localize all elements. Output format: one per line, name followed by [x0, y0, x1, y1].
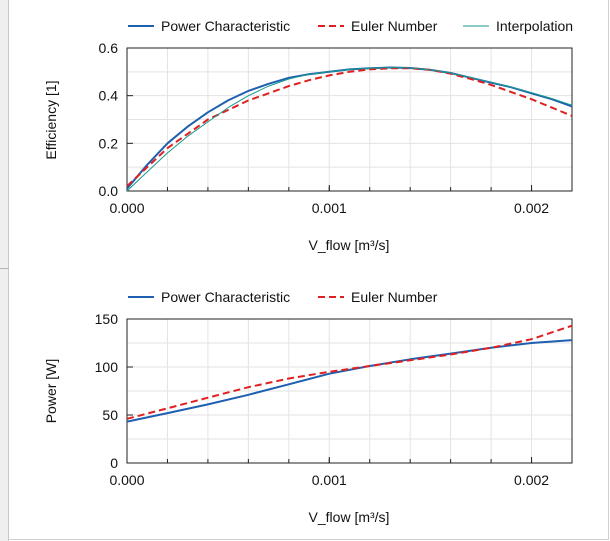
efficiency-y-tick-label: 0.4 [99, 88, 119, 104]
efficiency-x-tick-label: 0.002 [514, 200, 549, 216]
efficiency-x-tick-label: 0.001 [312, 200, 347, 216]
power-y-tick-label: 0 [110, 455, 118, 471]
power-x-tick-label: 0.002 [514, 472, 549, 488]
power-x-tick-label: 0.001 [312, 472, 347, 488]
efficiency-plot-frame [126, 47, 573, 192]
efficiency-legend-item-euler-number: Euler Number [318, 18, 438, 34]
efficiency-chart: 0.000 0.001 0.002 0.0 0.2 0.4 0.6 Power Charac… [43, 18, 573, 253]
efficiency-x-axis-label: V_flow [m³/s] [309, 237, 390, 253]
power-x-axis-label: V_flow [m³/s] [309, 509, 390, 525]
power-y-tick-label: 50 [102, 407, 118, 423]
power-legend-item-power-characteristic: Power Characteristic [128, 289, 290, 305]
power-plot-frame [126, 318, 573, 464]
power-chart: 0.000 0.001 0.002 0 50 100 150 Power Character… [43, 289, 573, 525]
efficiency-legend-item-interpolation: Interpolation [463, 18, 573, 34]
power-x-tick-label: 0.000 [109, 472, 144, 488]
power-y-axis-label: Power [W] [43, 359, 59, 424]
panel-splitter[interactable] [0, 268, 9, 269]
efficiency-y-tick-label: 0.0 [99, 183, 119, 199]
power-y-tick-label: 100 [95, 359, 119, 375]
efficiency-series [126, 66, 573, 192]
efficiency-x-tick-label: 0.000 [109, 200, 144, 216]
efficiency-grid [127, 48, 572, 191]
power-ticks: 0.000 0.001 0.002 0 50 100 150 [95, 311, 550, 488]
efficiency-legend-label: Euler Number [351, 18, 438, 34]
power-legend: Power Characteristic Euler Number [128, 289, 438, 305]
power-series [126, 324, 573, 423]
efficiency-legend-item-power-characteristic: Power Characteristic [128, 18, 290, 34]
power-series-power-characteristic [126, 339, 573, 423]
power-legend-label: Euler Number [351, 289, 438, 305]
power-series-euler-number [126, 324, 573, 420]
efficiency-series-euler-number [126, 67, 573, 187]
plot-window-frame [8, 0, 609, 540]
left-panel-bar [0, 0, 9, 541]
efficiency-y-tick-label: 0.2 [99, 135, 119, 151]
efficiency-y-tick-label: 0.6 [99, 40, 119, 56]
power-y-tick-label: 150 [95, 311, 119, 327]
power-legend-item-euler-number: Euler Number [318, 289, 438, 305]
power-grid [127, 319, 572, 463]
efficiency-legend: Power Characteristic Euler Number Interpol… [128, 18, 573, 34]
efficiency-series-interpolation [126, 67, 573, 192]
efficiency-legend-label: Power Characteristic [161, 18, 290, 34]
power-legend-label: Power Characteristic [161, 289, 290, 305]
efficiency-ticks: 0.000 0.001 0.002 0.0 0.2 0.4 0.6 [99, 40, 550, 216]
efficiency-y-axis-label: Efficiency [1] [43, 80, 59, 159]
efficiency-legend-label: Interpolation [496, 18, 573, 34]
